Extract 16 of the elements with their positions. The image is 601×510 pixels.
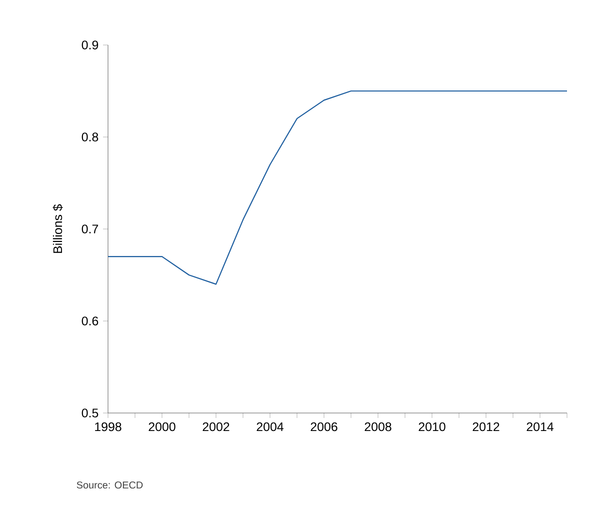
y-tick-label: 0.8: [82, 132, 98, 142]
x-tick-label: 2010: [418, 422, 446, 432]
x-tick-label: 2004: [256, 422, 284, 432]
x-tick-label: 1998: [95, 422, 122, 432]
y-tick-label: 0.5: [82, 408, 98, 418]
y-axis-title: Billions $: [52, 204, 63, 253]
y-tick-label: 0.6: [82, 316, 98, 326]
y-tick-label: 0.7: [82, 224, 98, 234]
y-tick-label: 0.9: [82, 40, 98, 50]
x-tick-label: 2006: [310, 422, 338, 432]
x-tick-label: 2014: [526, 422, 554, 432]
source-note: Source: OECD: [76, 481, 143, 489]
x-tick-label: 2008: [364, 422, 392, 432]
x-tick-label: 2000: [148, 422, 176, 432]
x-tick-label: 2012: [472, 422, 500, 432]
x-tick-label: 2002: [202, 422, 230, 432]
